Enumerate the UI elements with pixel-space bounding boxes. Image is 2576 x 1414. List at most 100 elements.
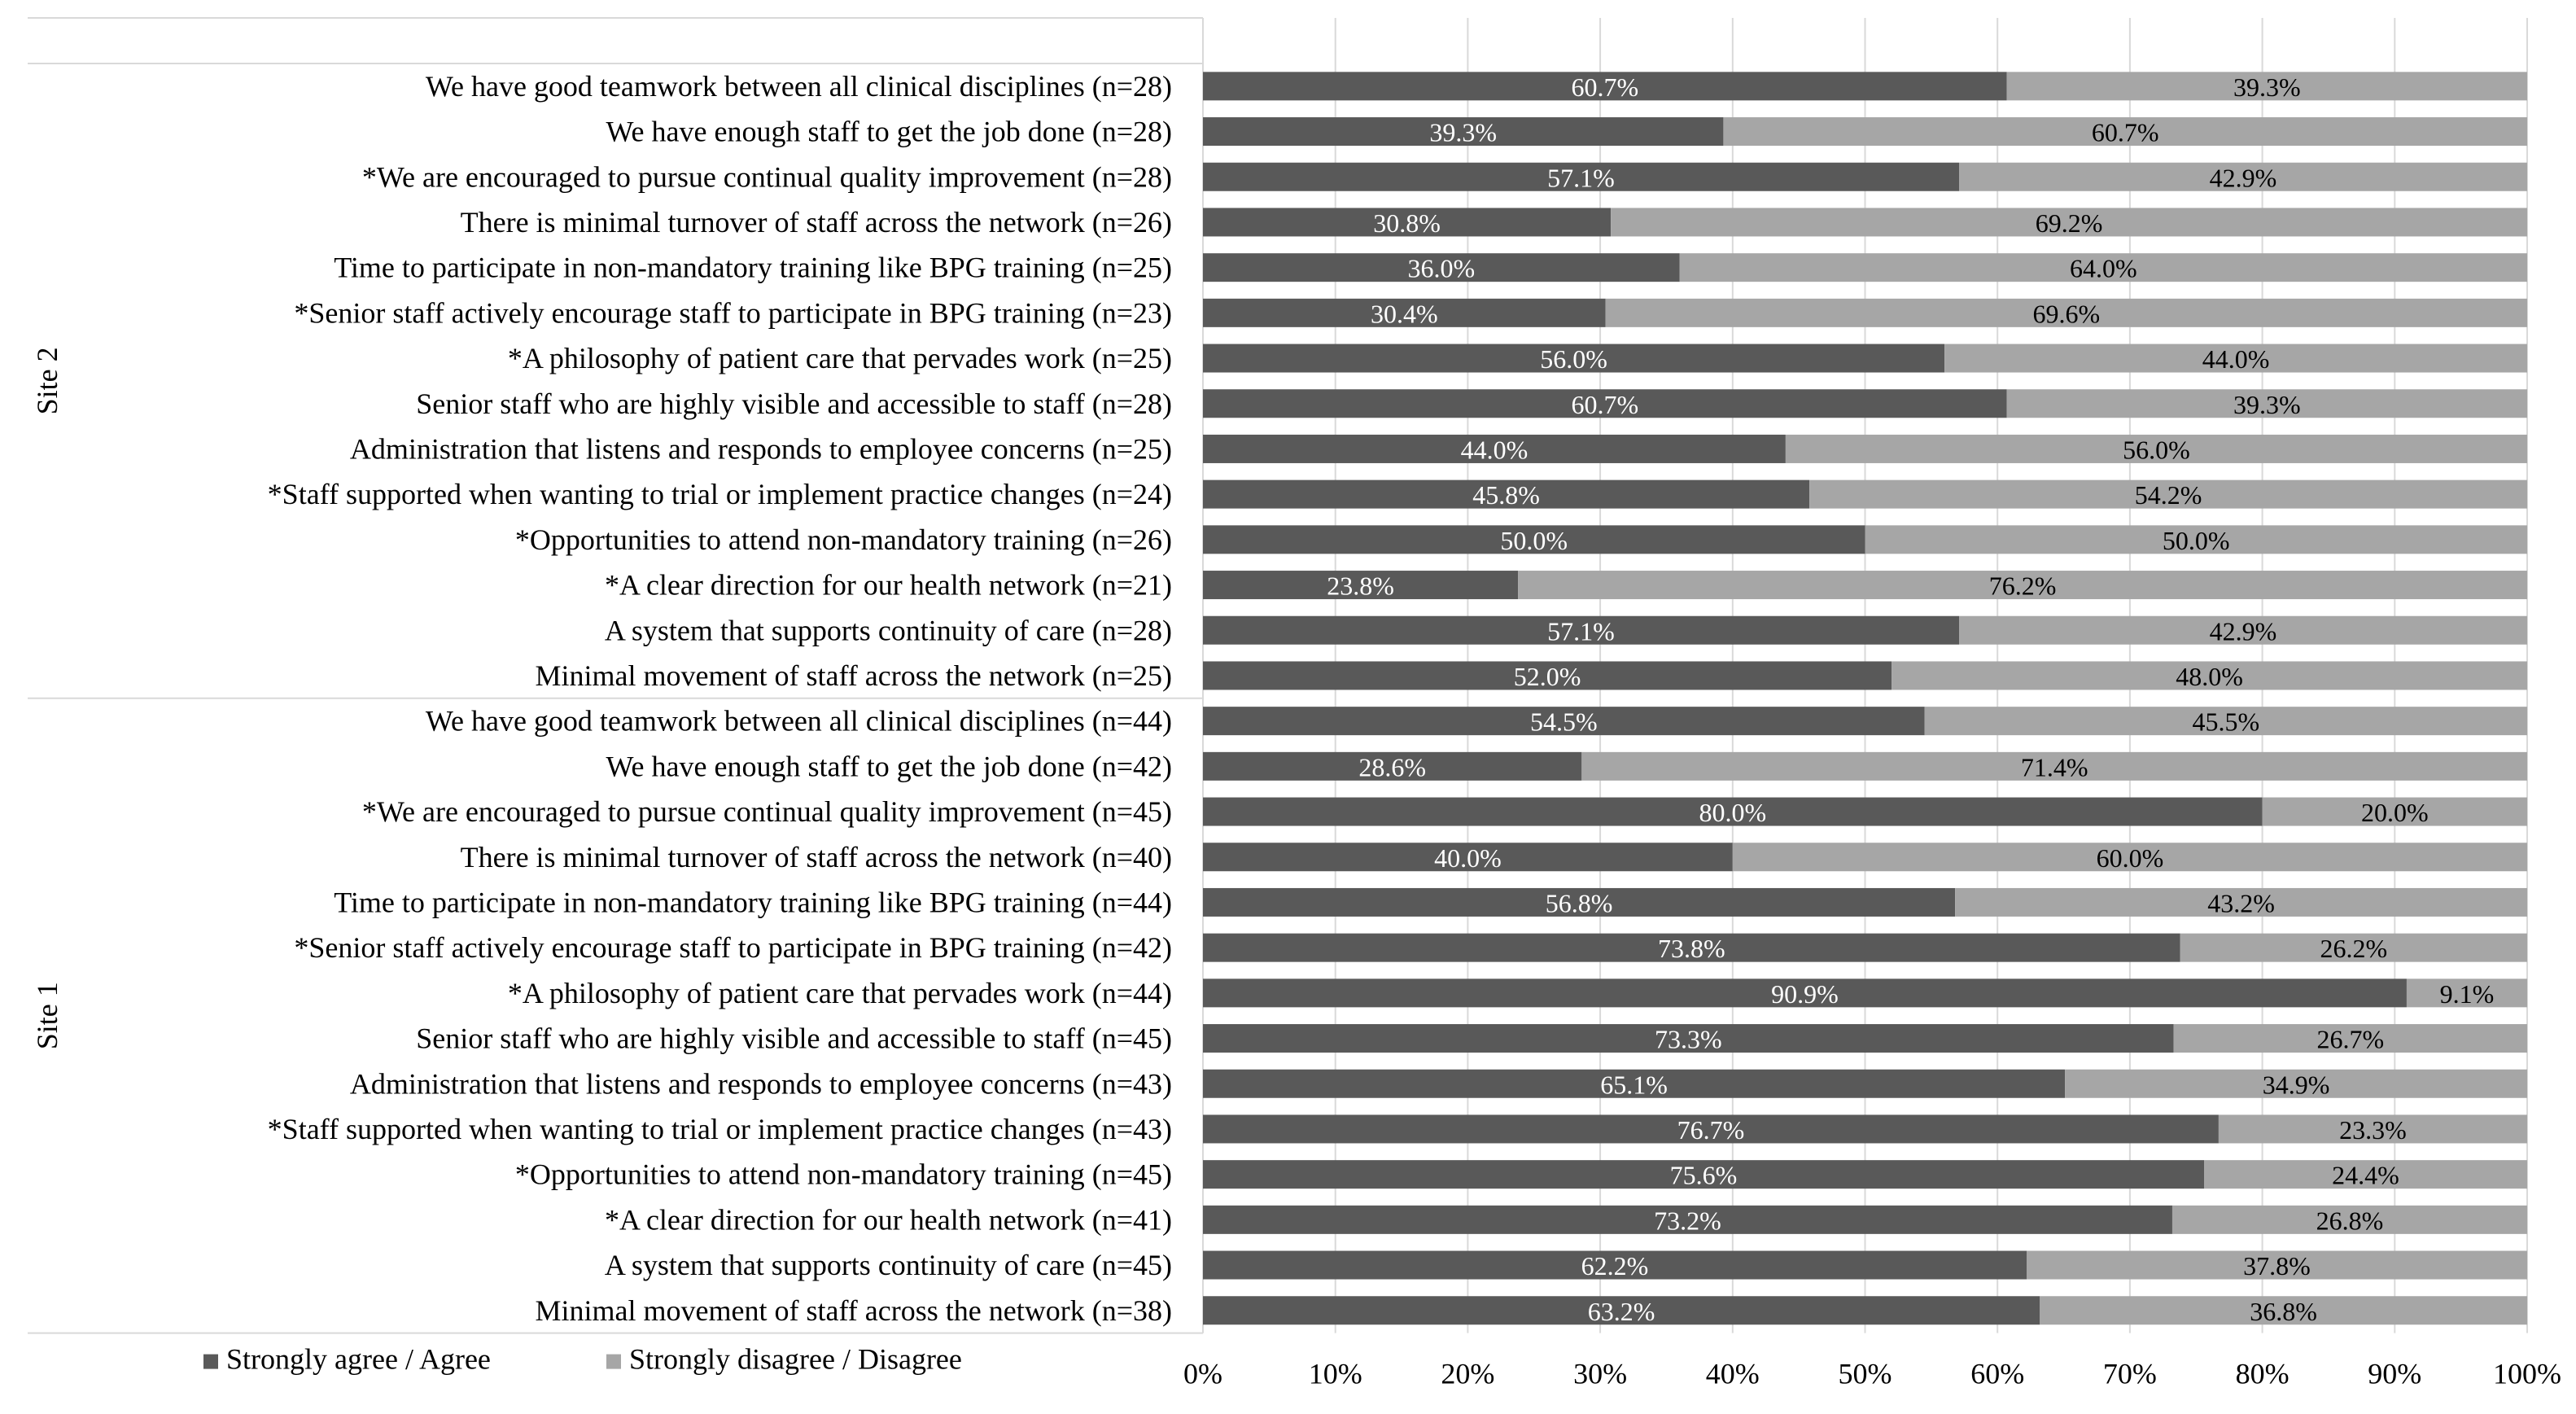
bar-agree	[1203, 571, 1519, 600]
data-label-disagree: 44.0%	[2202, 344, 2270, 374]
bar-agree	[1203, 1114, 2219, 1144]
data-label-disagree: 34.9%	[2263, 1070, 2330, 1099]
category-label: Administration that listens and responds…	[350, 432, 1172, 465]
category-label: *We are encouraged to pursue continual q…	[362, 160, 1172, 193]
bar-disagree	[1611, 208, 2527, 237]
data-label-agree: 73.3%	[1655, 1025, 1722, 1054]
data-label-disagree: 43.2%	[2207, 888, 2275, 917]
category-label: *Opportunities to attend non-mandatory t…	[515, 523, 1172, 556]
bar-agree	[1203, 661, 1892, 690]
category-label: *Staff supported when wanting to trial o…	[268, 478, 1172, 510]
data-label-disagree: 37.8%	[2243, 1251, 2311, 1280]
data-label-agree: 54.5%	[1530, 707, 1598, 737]
bar-disagree	[2218, 1114, 2527, 1144]
bar-disagree	[2262, 797, 2527, 826]
category-label: *A philosophy of patient care that perva…	[508, 977, 1172, 1009]
x-tick-label: 20%	[1441, 1358, 1494, 1390]
bar-disagree	[2171, 1205, 2527, 1234]
bar-agree	[1203, 525, 1865, 554]
data-label-agree: 30.4%	[1371, 299, 1438, 328]
data-label-agree: 45.8%	[1472, 480, 1540, 510]
bar-disagree	[2180, 933, 2527, 962]
bar-agree	[1203, 344, 1945, 373]
bar-agree	[1203, 253, 1680, 282]
data-label-disagree: 76.2%	[1989, 571, 2057, 601]
bar-agree	[1203, 1069, 2066, 1098]
data-label-disagree: 24.4%	[2332, 1161, 2399, 1190]
category-label: *Opportunities to attend non-mandatory t…	[515, 1158, 1172, 1191]
bar-disagree	[1605, 298, 2527, 327]
category-label: Minimal movement of staff across the net…	[536, 1294, 1172, 1327]
x-tick-label: 40%	[1706, 1358, 1760, 1390]
category-label: *A clear direction for our health networ…	[605, 569, 1172, 602]
bar-agree	[1203, 843, 1733, 872]
data-label-disagree: 26.7%	[2316, 1025, 2384, 1054]
data-label-disagree: 69.6%	[2032, 299, 2100, 328]
data-label-disagree: 54.2%	[2135, 480, 2202, 510]
data-label-agree: 73.8%	[1658, 934, 1725, 963]
category-label: We have good teamwork between all clinic…	[426, 70, 1172, 103]
bar-disagree	[1924, 707, 2527, 736]
data-label-agree: 75.6%	[1670, 1161, 1738, 1190]
data-label-agree: 44.0%	[1461, 435, 1529, 464]
category-label: Time to participate in non-mandatory tra…	[334, 886, 1172, 918]
legend-swatch-disagree	[606, 1354, 621, 1369]
category-label: We have good teamwork between all clinic…	[426, 705, 1172, 738]
category-label: *A clear direction for our health networ…	[605, 1203, 1172, 1236]
data-label-agree: 50.0%	[1500, 526, 1568, 555]
category-label: Administration that listens and responds…	[350, 1067, 1172, 1100]
category-label: *Senior staff actively encourage staff t…	[294, 296, 1172, 329]
bar-agree	[1203, 208, 1612, 237]
x-tick-label: 10%	[1309, 1358, 1362, 1390]
data-label-disagree: 23.3%	[2339, 1115, 2407, 1145]
category-label: We have enough staff to get the job done…	[606, 116, 1172, 148]
data-label-agree: 40.0%	[1434, 843, 1502, 873]
x-tick-label: 100%	[2493, 1358, 2561, 1390]
category-label: *A philosophy of patient care that perva…	[508, 342, 1172, 374]
bar-disagree	[2006, 389, 2527, 418]
data-label-disagree: 69.2%	[2036, 208, 2103, 238]
bar-agree	[1203, 615, 1960, 645]
bar-disagree	[2026, 1250, 2527, 1280]
bar-agree	[1203, 1296, 2040, 1325]
data-label-disagree: 48.0%	[2176, 662, 2243, 691]
bar-agree	[1203, 117, 1724, 147]
data-label-agree: 57.1%	[1547, 616, 1615, 646]
category-label: There is minimal turnover of staff acros…	[461, 206, 1172, 239]
bar-disagree	[1944, 344, 2527, 373]
x-tick-label: 50%	[1839, 1358, 1892, 1390]
data-label-disagree: 42.9%	[2210, 616, 2277, 646]
data-label-agree: 52.0%	[1514, 662, 1581, 691]
data-label-disagree: 64.0%	[2070, 254, 2137, 283]
bar-disagree	[1679, 253, 2527, 282]
bar-agree	[1203, 434, 1786, 463]
data-label-agree: 60.7%	[1571, 72, 1638, 102]
bar-disagree	[1809, 479, 2527, 509]
category-label: A system that supports continuity of car…	[605, 1249, 1172, 1281]
category-label: Minimal movement of staff across the net…	[536, 659, 1172, 692]
data-label-disagree: 39.3%	[2233, 72, 2301, 102]
data-label-agree: 80.0%	[1699, 798, 1766, 827]
data-label-agree: 30.8%	[1373, 208, 1441, 238]
data-label-agree: 60.7%	[1571, 390, 1638, 419]
bar-agree	[1203, 479, 1810, 509]
x-tick-label: 30%	[1573, 1358, 1627, 1390]
bar-agree	[1203, 887, 1956, 917]
bar-agree	[1203, 797, 2263, 826]
category-label: *We are encouraged to pursue continual q…	[362, 795, 1172, 828]
data-label-disagree: 60.0%	[2097, 843, 2164, 873]
bar-disagree	[1723, 117, 2527, 147]
bar-agree	[1203, 751, 1582, 781]
bar-agree	[1203, 933, 2180, 962]
bar-agree	[1203, 1205, 2172, 1234]
bar-disagree	[1865, 525, 2527, 554]
bar-disagree	[2204, 1160, 2527, 1189]
data-label-agree: 23.8%	[1327, 571, 1394, 601]
data-label-agree: 90.9%	[1771, 979, 1839, 1009]
category-label: *Staff supported when wanting to trial o…	[268, 1113, 1172, 1145]
bar-disagree	[2406, 978, 2527, 1008]
data-label-disagree: 71.4%	[2021, 752, 2088, 781]
data-label-disagree: 45.5%	[2193, 707, 2260, 737]
bar-disagree	[2173, 1024, 2527, 1053]
